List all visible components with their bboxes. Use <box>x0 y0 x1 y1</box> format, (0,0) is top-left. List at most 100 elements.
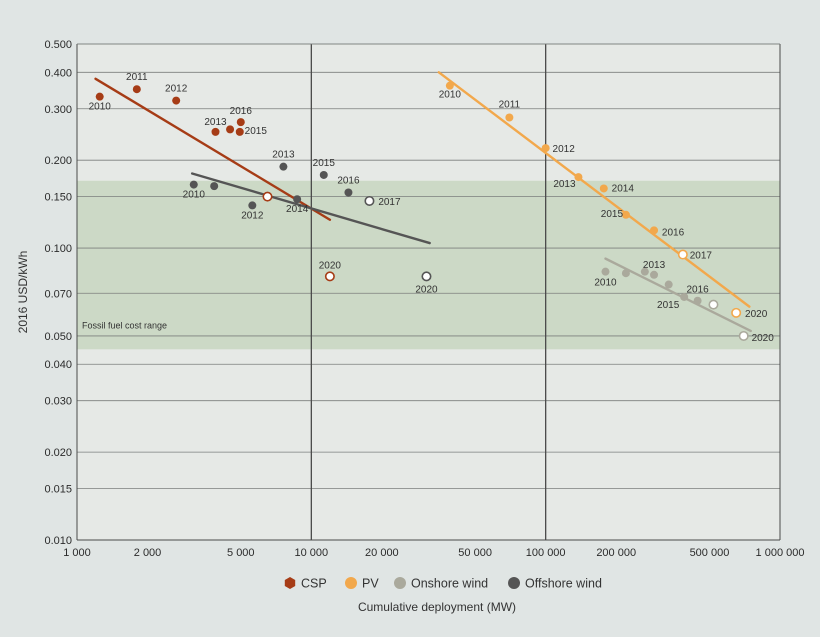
data-point-offshore-wind <box>189 180 198 189</box>
data-point-csp <box>132 85 141 94</box>
y-tick-label: 0.015 <box>44 484 72 496</box>
point-label-csp: 2013 <box>204 117 227 128</box>
data-point-csp <box>262 191 273 202</box>
data-point-onshore-wind <box>601 267 610 276</box>
point-label-onshore-wind: 2015 <box>657 300 680 311</box>
data-point-pv <box>445 81 454 90</box>
x-axis-title: Cumulative deployment (MW) <box>358 600 516 614</box>
fossil-fuel-band: Fossil fuel cost range <box>77 180 780 350</box>
point-label-csp: 2012 <box>165 84 188 95</box>
point-label-offshore-wind: 2017 <box>378 197 401 208</box>
x-tick-label: 10 000 <box>295 547 329 559</box>
x-tick-label: 200 000 <box>596 547 636 559</box>
legend-marker-onshore-wind <box>394 577 406 589</box>
fossil-fuel-band-label: Fossil fuel cost range <box>82 321 167 331</box>
point-label-onshore-wind: 2010 <box>594 278 617 289</box>
y-tick-label: 0.500 <box>44 39 72 51</box>
x-tick-label: 50 000 <box>458 547 492 559</box>
legend-label-pv: PV <box>362 577 379 591</box>
point-label-csp: 2016 <box>230 106 253 117</box>
x-tick-label: 1 000 <box>63 547 91 559</box>
y-tick-label: 0.050 <box>44 331 72 343</box>
data-point-pv <box>505 113 514 122</box>
point-label-offshore-wind: 2016 <box>337 175 360 186</box>
point-labels: 2010201120122013201520162020201020112012… <box>89 72 775 344</box>
y-tick-label: 0.300 <box>44 104 72 116</box>
data-point-offshore-wind <box>364 195 375 206</box>
y-tick-label: 0.020 <box>44 447 72 459</box>
data-point-offshore-wind <box>248 201 257 210</box>
point-label-onshore-wind: 2013 <box>643 260 666 271</box>
legend: CSP PV Onshore wind Offshore wind <box>284 577 602 591</box>
trend-line-pv <box>437 71 751 308</box>
y-tick-label: 0.400 <box>44 67 72 79</box>
data-point-onshore-wind <box>680 292 689 301</box>
data-point-pv <box>574 173 583 182</box>
point-label-offshore-wind: 2015 <box>313 158 336 169</box>
data-point-pv <box>541 144 550 153</box>
data-point-offshore-wind <box>421 271 432 282</box>
data-point-onshore-wind <box>693 296 702 305</box>
y-tick-label: 0.200 <box>44 155 72 167</box>
data-point-offshore-wind <box>293 195 302 204</box>
point-label-pv: 2016 <box>662 227 685 238</box>
point-label-pv: 2011 <box>499 100 521 111</box>
data-point-offshore-wind <box>279 162 288 171</box>
legend-marker-offshore-wind <box>508 577 520 589</box>
x-tick-label: 500 000 <box>690 547 730 559</box>
legend-marker-pv <box>345 577 357 589</box>
data-point-onshore-wind <box>708 299 719 310</box>
point-label-pv: 2013 <box>553 179 576 190</box>
trend-line-csp <box>94 77 332 221</box>
data-point-offshore-wind <box>344 188 353 197</box>
point-label-offshore-wind: 2013 <box>272 150 295 161</box>
data-point-csp <box>95 92 104 101</box>
legend-label-onshore-wind: Onshore wind <box>411 577 488 591</box>
fossil-fuel-band-rect <box>77 180 780 350</box>
legend-label-csp: CSP <box>301 577 327 591</box>
point-label-pv: 2010 <box>439 90 462 101</box>
point-label-pv: 2012 <box>553 144 576 155</box>
data-point-onshore-wind <box>664 280 673 289</box>
data-point-csp <box>324 271 335 282</box>
x-tick-label: 20 000 <box>365 547 399 559</box>
data-point-pv <box>599 184 608 193</box>
x-tick-label: 1 000 000 <box>756 547 805 559</box>
y-tick-label: 0.150 <box>44 192 72 204</box>
trend-line-onshore-wind <box>604 257 752 333</box>
data-point-offshore-wind <box>319 170 328 179</box>
data-point-onshore-wind <box>640 267 649 276</box>
x-tick-label: 100 000 <box>526 547 566 559</box>
data-point-csp <box>211 127 220 136</box>
point-label-onshore-wind: 2020 <box>752 333 775 344</box>
data-point-onshore-wind <box>650 270 659 279</box>
point-label-offshore-wind: 2020 <box>415 284 438 295</box>
point-label-offshore-wind: 2012 <box>241 210 264 221</box>
y-tick-label: 0.040 <box>44 359 72 371</box>
data-point-csp <box>236 118 245 127</box>
data-point-offshore-wind <box>210 182 219 191</box>
legend-label-offshore-wind: Offshore wind <box>525 577 602 591</box>
axes: 0.500 0.400 0.300 0.200 0.150 0.100 0.070 0.050… <box>44 39 804 559</box>
y-tick-label: 0.010 <box>44 535 72 547</box>
point-label-csp: 2015 <box>245 126 268 137</box>
data-point-csp <box>235 127 244 136</box>
point-label-pv: 2015 <box>601 209 624 220</box>
y-tick-label: 0.100 <box>44 243 72 255</box>
grid <box>77 43 780 541</box>
y-tick-label: 0.030 <box>44 396 72 408</box>
point-label-csp: 2011 <box>126 72 148 83</box>
data-point-pv <box>621 210 630 219</box>
point-label-pv: 2017 <box>690 251 713 262</box>
x-tick-label: 5 000 <box>227 547 255 559</box>
point-label-csp: 2010 <box>89 102 112 113</box>
data-point-onshore-wind <box>738 330 749 341</box>
data-point-csp <box>226 125 235 134</box>
y-axis-title: 2016 USD/kWh <box>16 251 30 334</box>
trend-line-offshore-wind <box>190 172 431 245</box>
data-point-onshore-wind <box>621 269 630 278</box>
point-label-csp: 2020 <box>319 260 342 271</box>
y-tick-label: 0.070 <box>44 288 72 300</box>
